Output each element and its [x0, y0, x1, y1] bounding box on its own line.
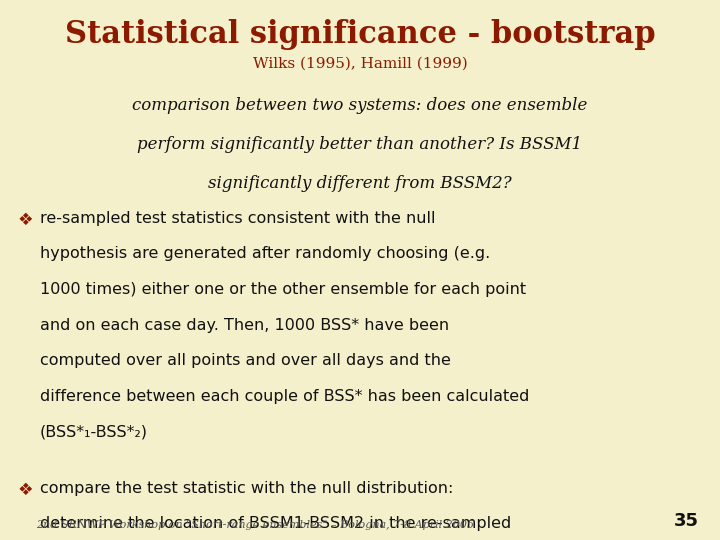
Text: Wilks (1995), Hamill (1999): Wilks (1995), Hamill (1999)	[253, 57, 467, 71]
Text: determine the location of BSSM1-BSSM2 in the re-sampled: determine the location of BSSM1-BSSM2 in…	[40, 516, 511, 531]
Text: ❖: ❖	[18, 211, 34, 228]
Text: 1000 times) either one or the other ensemble for each point: 1000 times) either one or the other ense…	[40, 282, 526, 297]
Text: (BSS*₁-BSS*₂): (BSS*₁-BSS*₂)	[40, 424, 148, 440]
Text: difference between each couple of BSS* has been calculated: difference between each couple of BSS* h…	[40, 389, 529, 404]
Text: significantly different from BSSM2?: significantly different from BSSM2?	[208, 175, 512, 192]
Text: ❖: ❖	[18, 481, 34, 498]
Text: perform significantly better than another? Is BSSM1: perform significantly better than anothe…	[138, 136, 582, 153]
Text: re-sampled test statistics consistent with the null: re-sampled test statistics consistent wi…	[40, 211, 435, 226]
Text: 35: 35	[673, 512, 698, 530]
Text: computed over all points and over all days and the: computed over all points and over all da…	[40, 353, 451, 368]
Text: comparison between two systems: does one ensemble: comparison between two systems: does one…	[132, 97, 588, 114]
Text: and on each case day. Then, 1000 BSS* have been: and on each case day. Then, 1000 BSS* ha…	[40, 318, 449, 333]
Text: 2nd SRNWP Workshop on "Short-range ensembles" – Bologna, 7-8 April 2005: 2nd SRNWP Workshop on "Short-range ensem…	[36, 520, 474, 530]
Text: Statistical significance - bootstrap: Statistical significance - bootstrap	[65, 19, 655, 50]
Text: hypothesis are generated after randomly choosing (e.g.: hypothesis are generated after randomly …	[40, 246, 490, 261]
Text: compare the test statistic with the null distribution:: compare the test statistic with the null…	[40, 481, 453, 496]
